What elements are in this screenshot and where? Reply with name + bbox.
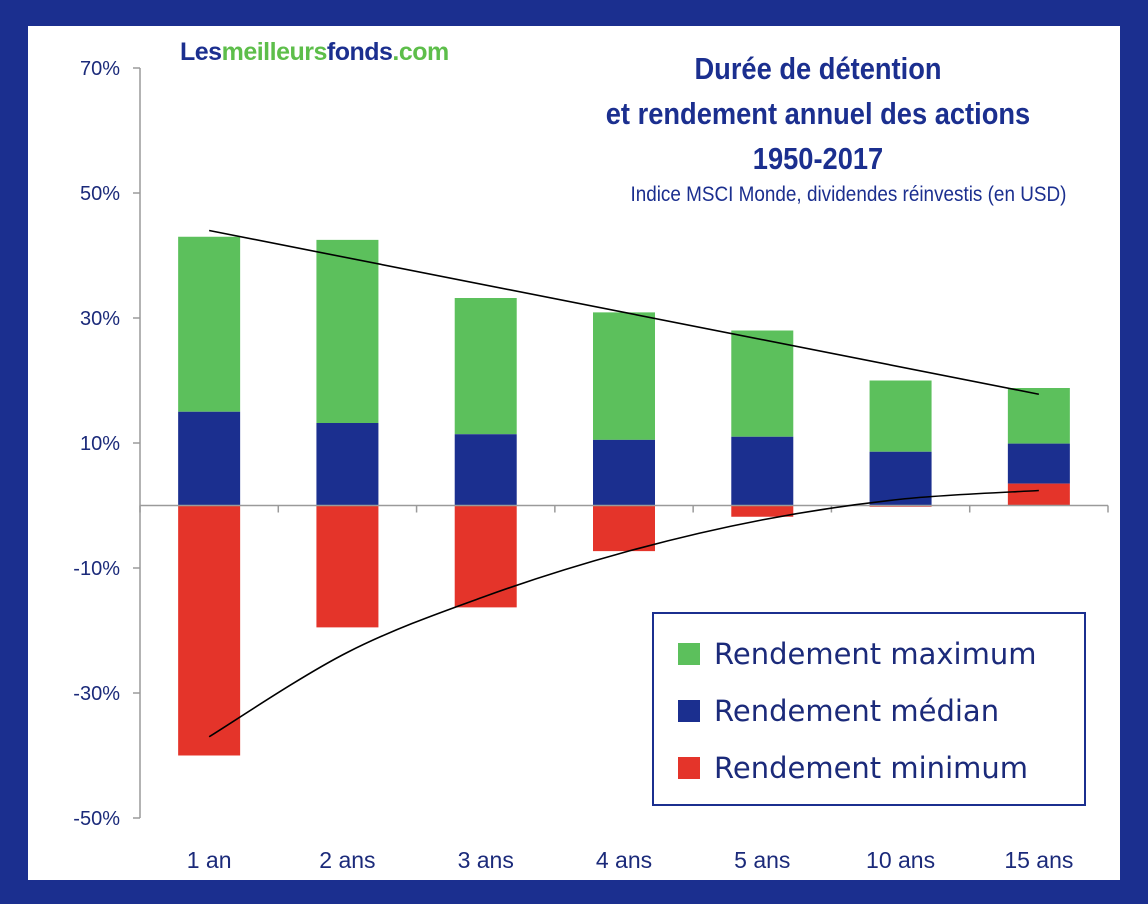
brand-part-3: fonds [326,38,393,66]
chart-title-block: Durée de détention et rendement annuel d… [528,46,1108,209]
y-tick-label-3: 10% [80,433,120,455]
bar-min-6 [1007,483,1070,506]
bar-min-4 [731,505,794,517]
legend-label-max: Rendement maximum [714,637,1037,671]
y-tick-label-4: -10% [73,558,120,580]
legend-swatch-min [678,757,700,779]
bar-min-3 [593,505,655,552]
x-tick-label-6: 15 ans [1004,847,1073,873]
x-tick-label-3: 4 ans [596,847,652,873]
legend-item-max: Rendement maximum [678,634,1037,674]
bar-median-4 [731,436,794,506]
trendline-1 [208,489,1039,738]
trendlines-group [208,229,1040,738]
chart-title-line-2: et rendement annuel des actions [605,96,1031,131]
y-tick-label-5: -30% [73,683,120,705]
y-tick-label-2: 30% [80,308,120,330]
chart-legend: Rendement maximum Rendement médian Rende… [652,612,1086,806]
legend-label-median: Rendement médian [714,694,1000,728]
legend-swatch-max [678,643,700,665]
bar-min-2 [454,505,517,608]
legend-swatch-median [678,700,700,722]
legend-label-min: Rendement minimum [714,751,1029,785]
x-tick-label-4: 5 ans [734,847,790,873]
x-tick-label-5: 10 ans [866,847,935,873]
bar-median-3 [593,439,655,506]
x-tick-label-0: 1 an [187,847,232,873]
brand-part-1: Les [180,38,222,66]
bar-median-0 [178,411,241,506]
bar-max-1 [316,239,379,423]
brand-part-4: .com [392,38,449,66]
bar-max-4 [731,330,794,437]
bar-max-5 [869,380,932,452]
legend-item-median: Rendement médian [678,691,999,731]
bar-max-3 [593,312,655,440]
x-tick-label-2: 3 ans [458,847,514,873]
chart-title-line-3: 1950-2017 [752,141,884,176]
chart-subtitle: Indice MSCI Monde, dividendes réinvestis… [630,183,1067,206]
bar-min-0 [178,505,241,756]
bar-max-2 [454,298,517,435]
bar-median-1 [316,423,379,506]
y-tick-label-1: 50% [80,183,120,205]
bar-median-2 [454,434,517,506]
chart-title-line-1: Durée de détention [694,51,942,86]
axes-group [133,67,1109,819]
bar-max-0 [178,236,241,412]
legend-item-min: Rendement minimum [678,748,1028,788]
brand-part-2: meilleurs [221,38,328,66]
trendline-0 [208,229,1040,396]
bar-median-5 [869,451,932,506]
labels-group: 70% 50% 30% 10% -10% -30% -50% 1 an 2 ans 3 ans 4 … [73,58,1073,873]
chart-frame: 70% 50% 30% 10% -10% -30% -50% 1 an 2 ans 3 ans 4 … [28,26,1120,880]
x-tick-label-1: 2 ans [319,847,375,873]
bars-group [178,236,1070,756]
bar-median-6 [1007,443,1070,484]
bar-min-1 [316,505,379,628]
brand-logo: Lesmeilleursfonds.com [180,38,449,67]
chart-svg: 70% 50% 30% 10% -10% -30% -50% 1 an 2 ans 3 ans 4 … [73,58,1109,873]
bar-max-6 [1007,388,1070,444]
y-tick-label-6: -50% [73,808,120,830]
y-tick-label-0: 70% [80,58,120,80]
